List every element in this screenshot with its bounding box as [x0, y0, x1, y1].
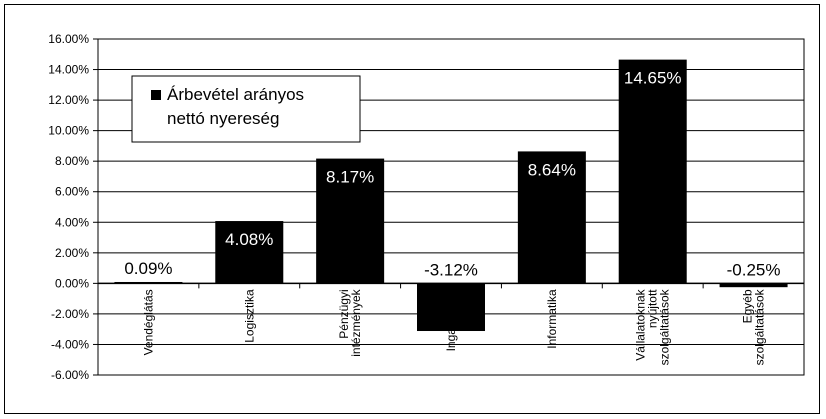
- x-category-label: Pénzügyiintézmények: [337, 288, 363, 356]
- data-label: 8.17%: [326, 168, 374, 187]
- y-tick-label: 8.00%: [55, 154, 89, 168]
- x-category-label: Logisztika: [242, 289, 256, 343]
- bar: [719, 283, 788, 288]
- y-tick-label: -4.00%: [51, 337, 89, 351]
- x-category-label-line: Vállalatoknak: [634, 288, 648, 360]
- y-tick-label: 4.00%: [55, 215, 89, 229]
- x-category-label-line: Logisztika: [242, 289, 256, 343]
- data-label: -0.25%: [727, 260, 781, 279]
- data-labels: 0.09% 4.08% 8.17% -3.12% 8.64% 14.65% -0.25%: [124, 69, 780, 280]
- x-category-label-line: Ingatlanügy: [444, 289, 458, 351]
- legend-label: Árbevétel arányos: [167, 85, 304, 104]
- y-tick-label: 12.00%: [48, 93, 89, 107]
- x-category-label-line: szolgáltatások: [753, 288, 767, 365]
- data-label: 4.08%: [225, 230, 273, 249]
- bar: [618, 59, 687, 284]
- bar: [316, 158, 385, 284]
- data-label: -3.12%: [424, 260, 478, 279]
- bar-chart: 16.00% 14.00% 12.00% 10.00% 8.00% 6.00% 4.00% 2…: [48, 32, 805, 382]
- data-label: 0.09%: [124, 259, 172, 278]
- x-category-label-line: nyújtott: [646, 289, 660, 328]
- y-tick-label: 14.00%: [48, 63, 89, 77]
- x-category-label-line: Vendéglátás: [141, 289, 155, 355]
- x-category-labels: Vendéglátás Logisztika Pénzügyiintézmények…: [141, 288, 766, 365]
- legend: Árbevétel arányos nettó nyereség: [131, 75, 361, 143]
- x-category-label: Egyébszolgáltatások: [741, 288, 767, 365]
- x-category-label: Ingatlanügy: [444, 289, 458, 351]
- x-category-label-line: Egyéb: [741, 289, 755, 323]
- x-category-label: Vállalatoknaknyújtottszolgáltatások: [634, 288, 672, 365]
- legend-swatch: [151, 90, 161, 100]
- x-category-label-line: intézmények: [349, 288, 363, 356]
- x-category-label-line: szolgáltatások: [658, 288, 672, 365]
- x-category-label-line: Informatika: [545, 289, 559, 349]
- legend-box: [131, 75, 361, 143]
- chart-frame: 16.00% 14.00% 12.00% 10.00% 8.00% 6.00% 4.00% 2…: [4, 4, 820, 414]
- y-tick-label: -2.00%: [51, 307, 89, 321]
- bar: [417, 283, 485, 332]
- plot-area: [97, 38, 805, 376]
- x-category-label: Vendéglátás: [141, 289, 155, 355]
- y-tick-label: -6.00%: [51, 368, 89, 382]
- y-tick-label: 10.00%: [48, 124, 89, 138]
- bars: [114, 59, 788, 332]
- y-tick-label: 2.00%: [55, 246, 89, 260]
- data-label: 8.64%: [528, 160, 576, 179]
- y-tick-label: 0.00%: [55, 276, 89, 290]
- bar: [215, 221, 284, 284]
- x-category-label-line: Pénzügyi: [337, 289, 351, 338]
- bar: [517, 151, 586, 284]
- legend-label: nettó nyereség: [167, 109, 279, 128]
- y-tick-label: 16.00%: [48, 32, 89, 46]
- y-tick-labels: 16.00% 14.00% 12.00% 10.00% 8.00% 6.00% 4.00% 2…: [48, 32, 89, 382]
- axes: [93, 38, 805, 376]
- y-tick-label: 6.00%: [55, 185, 89, 199]
- data-label: 14.65%: [624, 69, 682, 88]
- x-category-label: Informatika: [545, 289, 559, 349]
